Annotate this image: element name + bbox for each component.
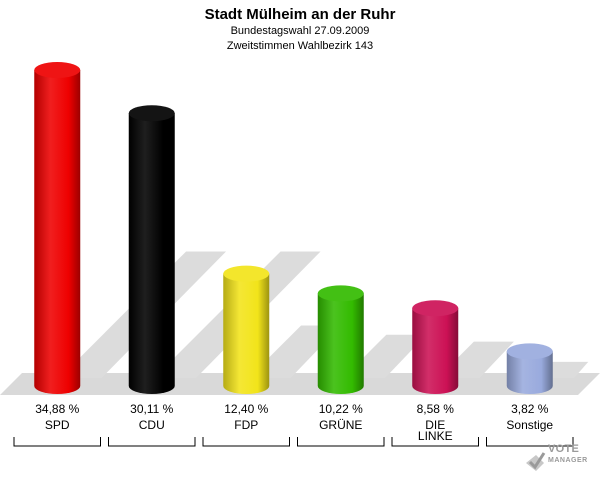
bar-top [506,343,553,360]
value-label: 34,88 % [35,402,79,416]
bar [506,351,553,394]
category-bracket [202,437,290,447]
bar-top [34,62,81,78]
category-label: FDP [234,418,258,432]
category-label: Sonstige [506,418,553,432]
category-bracket [391,437,479,447]
category-label: LINKE [418,429,453,443]
category-label: SPD [45,418,70,432]
bars [34,62,553,394]
bar-top [128,105,175,122]
category-bracket [486,437,574,447]
bar [34,70,81,394]
bar-top [317,285,364,302]
logo-line-2: MANAGER [548,457,588,464]
chart-subtitle-2: Zweitstimmen Wahlbezirk 143 [226,40,374,52]
bar [412,308,459,394]
bar [128,113,175,394]
value-label: 3,82 % [511,402,549,416]
logo-line-1: VOTE [548,443,580,455]
bar-top [412,300,459,317]
category-label: CDU [139,418,165,432]
value-label: 8,58 % [417,402,455,416]
category-bracket [297,437,385,447]
bar-labels: 34,88 % SPD 30,11 % CDU 12,40 % FDP 10,22 % GRÜ… [13,402,574,447]
category-bracket [108,437,196,447]
bar [223,273,270,394]
category-label: GRÜNE [319,418,362,432]
category-label: DIE [425,418,445,432]
bar [317,293,364,394]
bar-shadow [343,334,427,378]
bar-top [223,265,270,282]
checkmark-ballot-icon [526,452,546,471]
chart-title: Stadt Mülheim an der Ruhr [204,6,396,23]
category-bracket [13,437,101,447]
value-label: 30,11 % [130,402,173,416]
value-label: 12,40 % [224,402,268,416]
value-label: 10,22 % [319,402,363,416]
chart-subtitle: Bundestagswahl 27.09.2009 [230,25,370,37]
